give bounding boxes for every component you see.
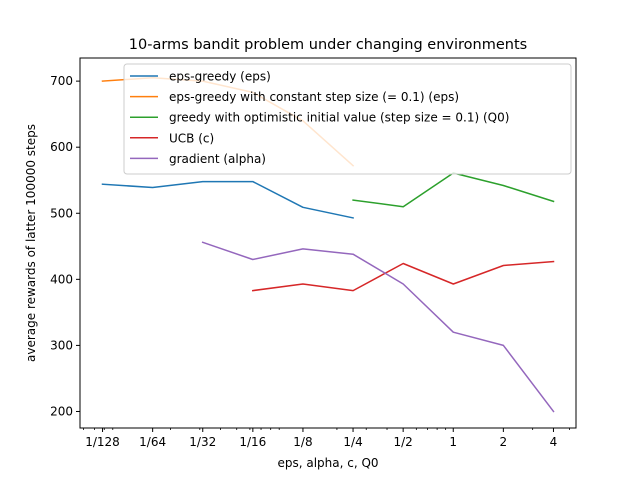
chart-title: 10-arms bandit problem under changing en… (129, 37, 527, 53)
y-tick-label: 600 (50, 140, 73, 154)
x-tick-label: 4 (550, 435, 558, 449)
series-line-1 (101, 180, 354, 219)
x-tick-label: 1/16 (239, 435, 266, 449)
legend: eps-greedy (eps) eps-greedy with constant… (123, 63, 572, 175)
legend-label: UCB (c) (169, 131, 214, 145)
legend-box (123, 63, 572, 175)
y-axis-label: average rewards of latter 100000 steps (24, 124, 38, 362)
y-tick-label: 300 (50, 338, 73, 352)
x-tick-label: 1/2 (393, 435, 412, 449)
x-tick-label: 1 (449, 435, 457, 449)
series-line-5 (201, 241, 555, 413)
x-tick-label: 1/4 (343, 435, 362, 449)
legend-label: eps-greedy (eps) (169, 70, 271, 84)
y-tick-label: 500 (50, 206, 73, 220)
legend-label: gradient (alpha) (169, 152, 266, 166)
legend-label: eps-greedy with constant step size (= 0.… (169, 90, 459, 104)
series-line-4 (251, 260, 555, 292)
x-tick-label: 1/128 (85, 435, 120, 449)
y-tick-label: 400 (50, 272, 73, 286)
x-axis-label: eps, alpha, c, Q0 (277, 456, 378, 470)
y-tick-label: 700 (50, 74, 73, 88)
legend-label: greedy with optimistic initial value (st… (169, 111, 509, 125)
y-tick-label: 200 (50, 404, 73, 418)
x-tick-label: 1/64 (139, 435, 166, 449)
x-tick-label: 1/8 (293, 435, 312, 449)
x-tick-label: 2 (500, 435, 508, 449)
axes-frame (79, 57, 577, 429)
x-tick-label: 1/32 (189, 435, 216, 449)
